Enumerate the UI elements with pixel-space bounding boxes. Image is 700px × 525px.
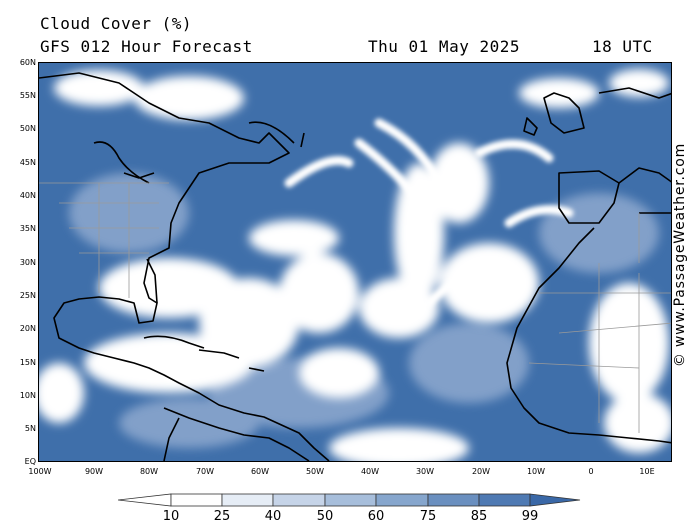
- colorbar-label: 85: [470, 509, 488, 524]
- lat-label: 15N: [19, 358, 36, 367]
- lon-label: 10E: [639, 467, 655, 476]
- colorbar-segment: [324, 493, 377, 507]
- colorbar-label: 99: [521, 509, 539, 524]
- lat-label: 45N: [19, 158, 36, 167]
- forecast-date: Thu 01 May 2025: [368, 37, 520, 56]
- lon-label: 0: [588, 467, 594, 476]
- lat-label: 5N: [24, 424, 36, 433]
- lat-label: 50N: [19, 124, 36, 133]
- lat-label: 35N: [19, 224, 36, 233]
- colorbar-label: 40: [264, 509, 282, 524]
- colorbar-label: 50: [316, 509, 334, 524]
- lat-label: 55N: [19, 91, 36, 100]
- country-borders: [39, 182, 671, 433]
- forecast-time: 18 UTC: [592, 37, 653, 56]
- lat-label: 40N: [19, 191, 36, 200]
- lat-label: 20N: [19, 324, 36, 333]
- lon-label: 100W: [28, 467, 52, 476]
- colorbar-right-arrow: [529, 493, 581, 507]
- lat-label: 60N: [19, 58, 36, 67]
- colorbar-label: 10: [162, 509, 180, 524]
- lon-label: 70W: [195, 467, 215, 476]
- map-title: Cloud Cover (%): [40, 14, 192, 33]
- lon-label: 50W: [305, 467, 325, 476]
- credit-text: © www.PassageWeather.com: [672, 142, 688, 368]
- colorbar-segment: [375, 493, 429, 507]
- lon-label: 60W: [250, 467, 270, 476]
- lon-label: 10W: [526, 467, 546, 476]
- colorbar-label: 75: [419, 509, 437, 524]
- colorbar-segment: [478, 493, 531, 507]
- forecast-subtitle: GFS 012 Hour Forecast: [40, 37, 253, 56]
- lon-label: 30W: [415, 467, 435, 476]
- colorbar-segment: [221, 493, 274, 507]
- lon-label: 80W: [139, 467, 159, 476]
- cloud-cover-map: [38, 62, 672, 462]
- lat-label: EQ: [24, 457, 36, 466]
- clear-sky-layer: [39, 69, 671, 461]
- colorbar: [118, 493, 581, 507]
- cloud-streaks: [284, 118, 574, 308]
- lon-label: 90W: [84, 467, 104, 476]
- lat-label: 25N: [19, 291, 36, 300]
- lon-label: 20W: [471, 467, 491, 476]
- colorbar-segment: [170, 493, 223, 507]
- colorbar-segment: [427, 493, 480, 507]
- lon-label: 40W: [360, 467, 380, 476]
- colorbar-label: 60: [367, 509, 385, 524]
- colorbar-label: 25: [213, 509, 231, 524]
- lat-label: 10N: [19, 391, 36, 400]
- lat-label: 30N: [19, 258, 36, 267]
- colorbar-left-arrow: [118, 493, 172, 507]
- colorbar-segment: [272, 493, 326, 507]
- coastlines: [39, 72, 671, 461]
